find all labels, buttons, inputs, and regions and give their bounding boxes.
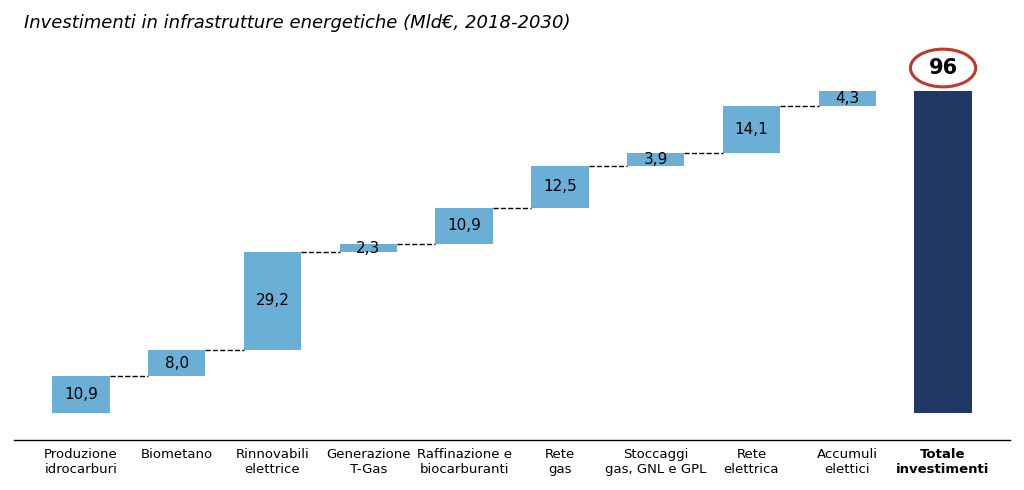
Bar xyxy=(914,92,972,413)
Bar xyxy=(531,166,589,208)
Text: 8,0: 8,0 xyxy=(165,356,188,370)
Bar xyxy=(723,105,780,153)
Text: Investimenti in infrastrutture energetiche (Mld€, 2018-2030): Investimenti in infrastrutture energetic… xyxy=(24,14,570,32)
Bar xyxy=(627,153,684,166)
Text: 10,9: 10,9 xyxy=(65,387,98,402)
Bar xyxy=(148,350,206,376)
Text: 14,1: 14,1 xyxy=(734,122,768,137)
Text: 3,9: 3,9 xyxy=(643,152,668,167)
Bar xyxy=(340,244,397,252)
Bar xyxy=(435,208,493,244)
Bar xyxy=(818,91,876,105)
Text: 96: 96 xyxy=(929,58,957,78)
Text: 10,9: 10,9 xyxy=(447,219,481,233)
Bar xyxy=(52,376,110,413)
Text: 29,2: 29,2 xyxy=(256,294,290,308)
Text: 4,3: 4,3 xyxy=(836,91,859,106)
Text: 2,3: 2,3 xyxy=(356,241,381,255)
Text: 12,5: 12,5 xyxy=(543,179,577,194)
Bar xyxy=(244,252,301,350)
